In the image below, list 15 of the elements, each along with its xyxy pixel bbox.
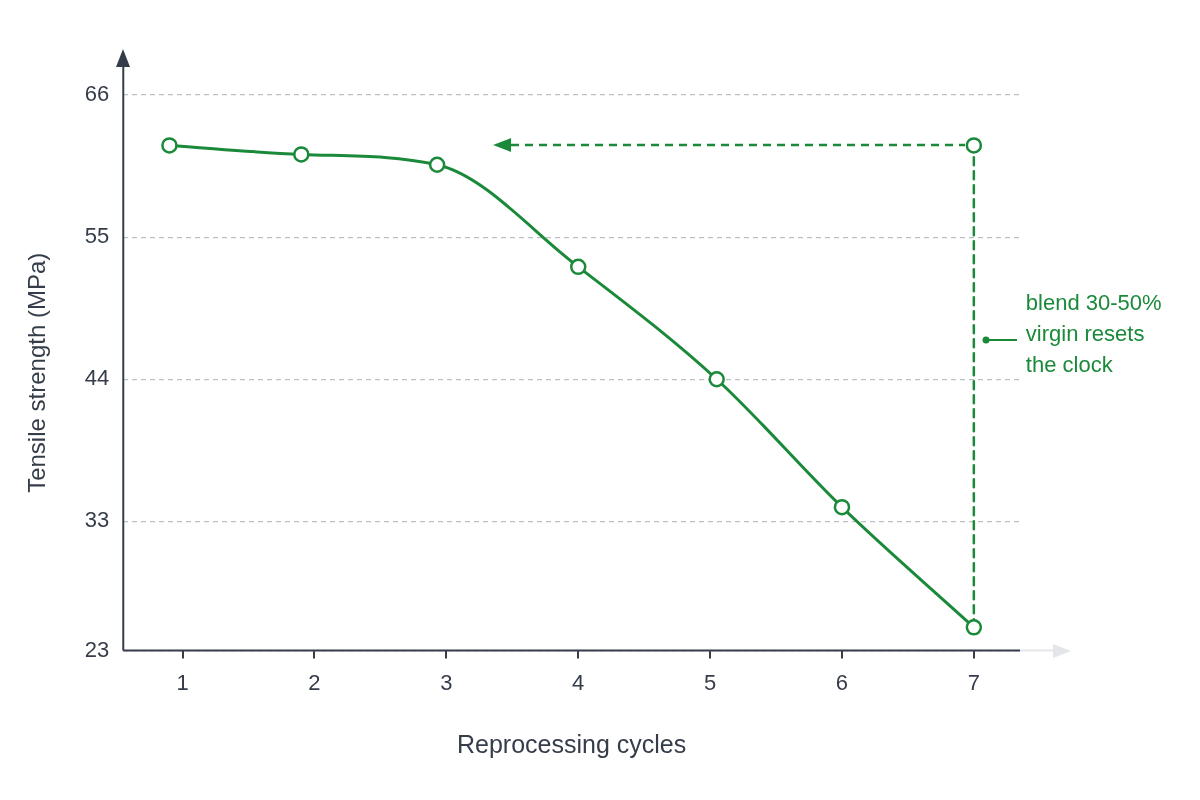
x-tick-label: 1 [176,669,189,695]
annotation: blend 30-50% virgin resets the clock [1025,289,1162,377]
y-axis-title: Tensile strength (MPa) [23,252,51,493]
x-tick-label: 2 [308,669,321,695]
x-tick-label: 3 [440,669,453,695]
x-tick-label: 5 [703,669,717,695]
y-tick-label: 66 [84,81,110,107]
y-tick-label: 55 [84,223,110,249]
x-tick-label: 6 [835,669,849,695]
y-tick-label: 44 [84,365,110,391]
x-tick-label: 7 [967,669,980,695]
x-tick-label: 4 [572,669,585,695]
x-axis-title: Reprocessing cycles [457,729,687,758]
y-tick-label: 33 [84,507,110,533]
y-tick-label: 23 [84,636,110,662]
